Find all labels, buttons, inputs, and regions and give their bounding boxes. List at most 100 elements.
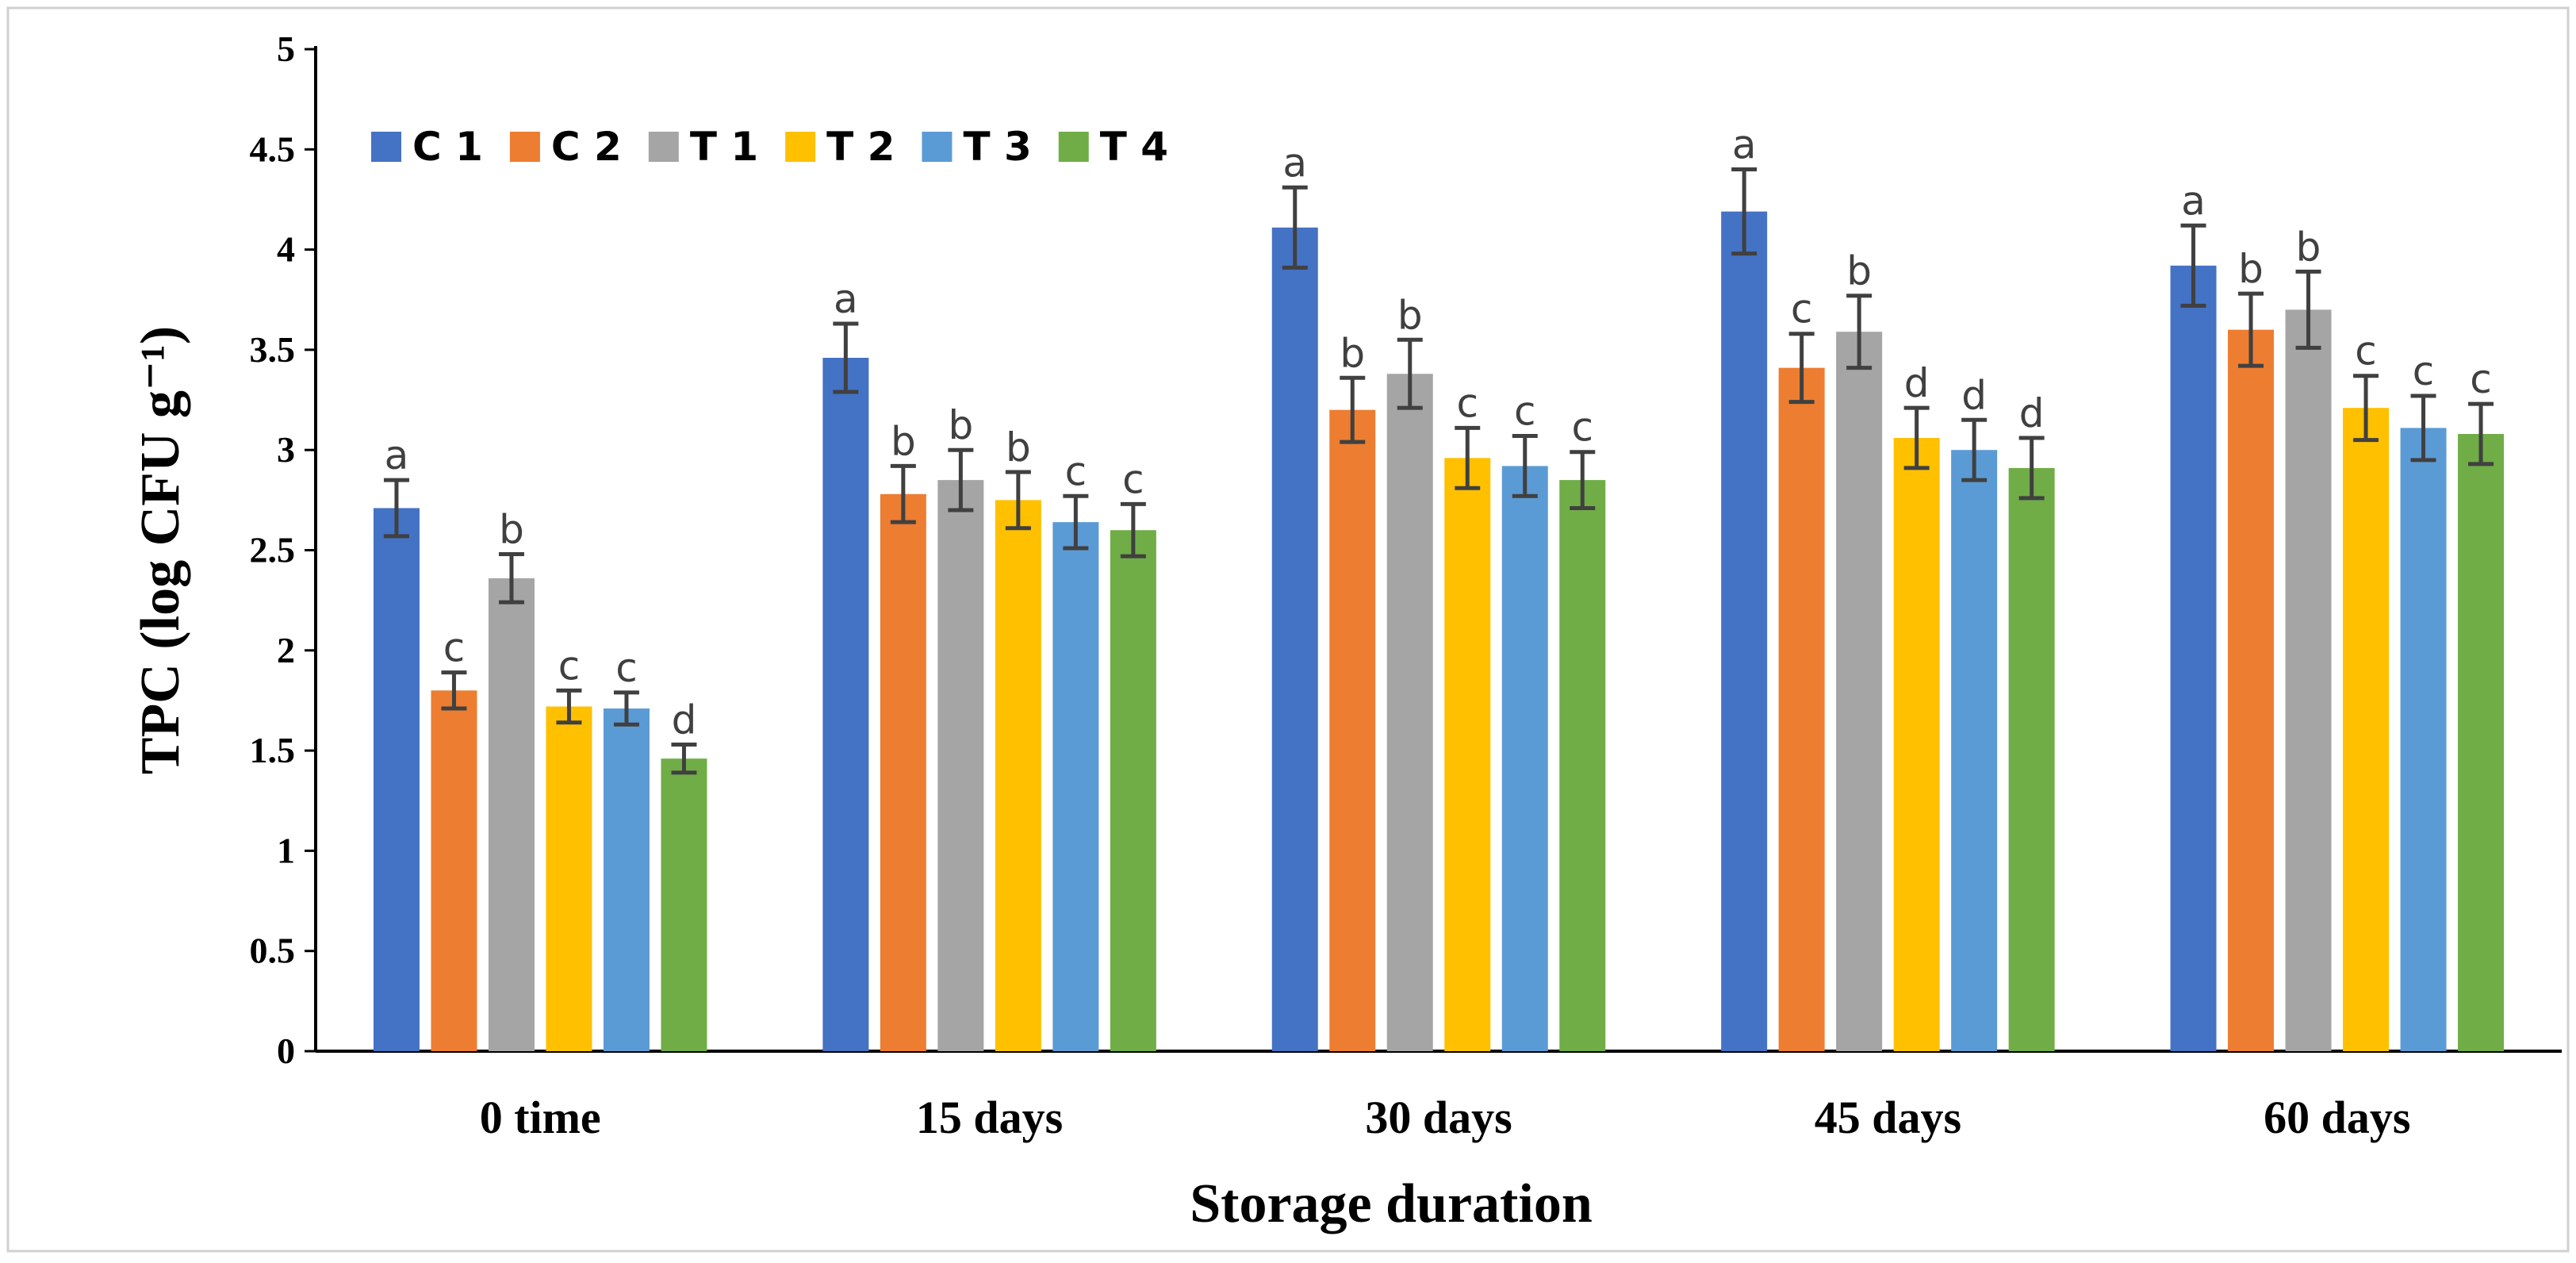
bar [1052, 522, 1099, 1051]
legend-swatch [509, 132, 540, 162]
error-bar [1903, 405, 1930, 470]
bar [2170, 265, 2217, 1052]
legend-item: T 1 [648, 124, 758, 170]
legend-swatch [785, 132, 816, 162]
significance-label: d [1961, 372, 1987, 418]
error-bar [1961, 417, 1988, 482]
bar [373, 508, 420, 1051]
significance-label: b [2238, 246, 2264, 292]
bar [488, 578, 535, 1051]
legend-label: C 1 [412, 124, 483, 170]
significance-label: b [948, 402, 973, 448]
error-bar [1512, 434, 1538, 498]
error-bar [1063, 493, 1089, 551]
bar [822, 358, 869, 1051]
legend-swatch [1058, 132, 1089, 162]
bar [937, 480, 984, 1051]
legend-label: T 3 [963, 124, 1031, 170]
bar [995, 500, 1041, 1051]
error-bar [1788, 332, 1815, 405]
significance-label: a [1282, 140, 1307, 186]
error-bar [1397, 337, 1423, 410]
y-tick-label: 3.5 [250, 329, 296, 370]
bar [880, 493, 926, 1051]
error-bar [2180, 223, 2206, 308]
error-bar [383, 478, 409, 539]
significance-label: d [2019, 390, 2045, 436]
y-tick-label: 4 [277, 229, 295, 270]
x-tick-label: 45 days [1815, 1092, 1961, 1143]
significance-label: c [1457, 380, 1479, 426]
bar [603, 708, 650, 1051]
significance-label: c [2470, 356, 2492, 402]
bar [2285, 309, 2332, 1051]
error-bar [2468, 401, 2494, 466]
legend-label: T 4 [1100, 124, 1168, 170]
bar [1951, 450, 1998, 1051]
error-bar [2018, 436, 2045, 501]
bar [1501, 466, 1548, 1051]
error-bars [383, 167, 2494, 775]
error-bar [441, 670, 467, 711]
bar [661, 758, 707, 1051]
error-bar [890, 463, 916, 524]
significance-label: c [443, 625, 466, 671]
error-bar [1120, 501, 1146, 559]
x-tick-label: 0 time [480, 1092, 601, 1143]
error-bar [671, 743, 697, 775]
bar [1271, 227, 1318, 1052]
error-bar [1282, 185, 1308, 270]
significance-label: b [499, 507, 524, 553]
bar [546, 706, 592, 1051]
bar [2008, 467, 2055, 1051]
significance-label: d [1904, 360, 1930, 406]
error-bar [1731, 167, 1758, 256]
bar [2400, 428, 2447, 1051]
bar [2228, 329, 2275, 1051]
y-tick-label: 1.5 [250, 730, 296, 770]
significance-label: c [2413, 348, 2435, 394]
error-bar [613, 690, 639, 727]
bar [431, 690, 477, 1051]
significance-label: c [1514, 389, 1536, 435]
error-bar [833, 321, 859, 394]
y-tick-label: 0.5 [250, 931, 296, 971]
y-tick-label: 5 [277, 29, 295, 69]
x-axis-title: Storage duration [1190, 1173, 1593, 1234]
error-bar [556, 688, 582, 725]
bar [1778, 367, 1825, 1051]
significance-label: c [1572, 405, 1594, 451]
bar [1329, 409, 1376, 1051]
y-tick-label: 1 [277, 830, 295, 870]
error-bar [1005, 470, 1031, 531]
significance-label: c [615, 645, 638, 691]
significance-label: a [2181, 178, 2206, 224]
legend-item: C 2 [509, 124, 622, 170]
error-bar [1846, 294, 1873, 370]
significance-label: b [1006, 424, 1031, 470]
bar [1386, 374, 1433, 1051]
bar [1721, 211, 1768, 1052]
error-bar [1570, 450, 1596, 510]
bar [2343, 408, 2390, 1051]
y-tick-label: 2.5 [250, 530, 296, 570]
legend-label: C 2 [551, 124, 622, 170]
significance-label: c [558, 643, 581, 689]
bar [1444, 458, 1491, 1051]
x-tick-label: 15 days [916, 1092, 1063, 1143]
bar [1110, 530, 1156, 1051]
bar [1559, 480, 1606, 1051]
y-tick-label: 2 [277, 630, 295, 670]
error-bar [2295, 269, 2321, 350]
x-tick-label: 60 days [2264, 1092, 2410, 1143]
legend: C 1 C 2 T 1 T 2 T 3 T 4 [371, 124, 1168, 170]
error-bar [1455, 425, 1481, 490]
error-bar [2353, 374, 2379, 443]
y-tick-label: 3 [277, 429, 295, 470]
significance-label: b [1397, 292, 1423, 338]
significance-label: c [1065, 448, 1087, 494]
error-bar [948, 447, 974, 512]
